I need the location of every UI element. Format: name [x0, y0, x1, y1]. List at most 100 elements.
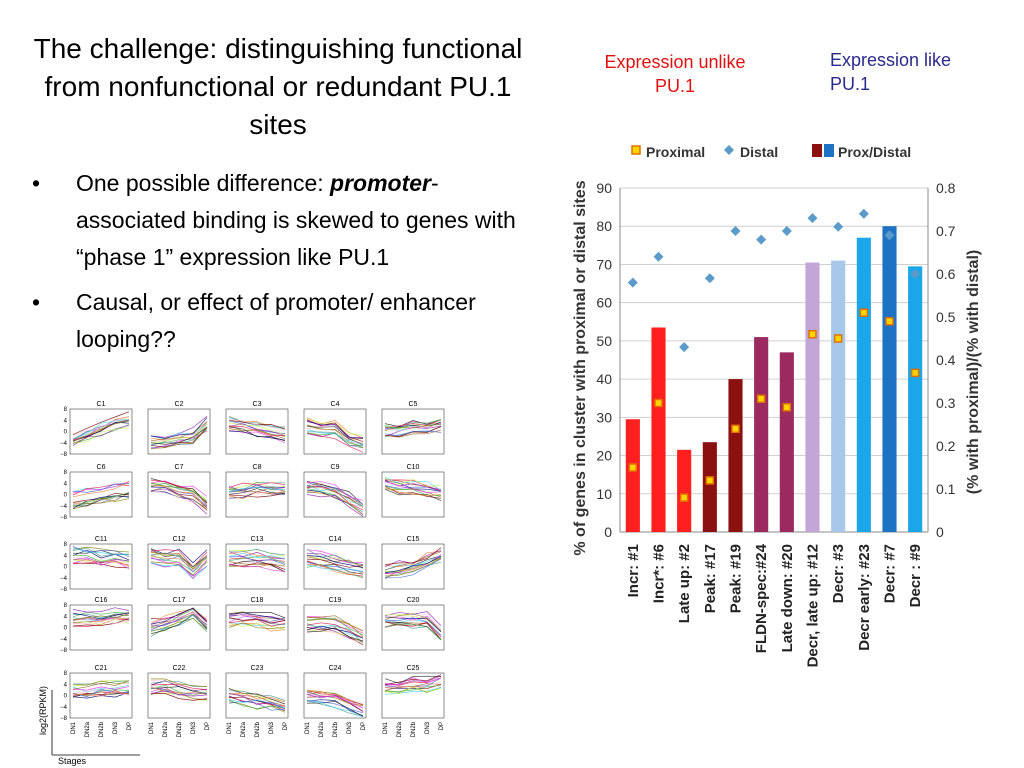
cluster-trace-line [306, 627, 364, 646]
cluster-trace-line [150, 684, 208, 690]
cluster-trace-line [384, 555, 442, 574]
cluster-plot-frame [381, 604, 445, 651]
cluster-trace-line [228, 549, 286, 556]
cluster-ytick-label: −8 [60, 515, 68, 521]
cluster-trace-line [72, 547, 130, 555]
cluster-trace-line [72, 549, 130, 561]
bullet-emphasis: promoter [330, 170, 431, 196]
cluster-trace-line [150, 548, 208, 564]
cluster-trace-line [72, 612, 130, 619]
cluster-trace-line [150, 416, 208, 438]
chart-distal-marker [756, 234, 767, 245]
chart-proximal-marker [731, 424, 740, 434]
chart-bar [625, 419, 640, 532]
chart-y2label: (% with proximal)/(% with distal) [965, 250, 982, 494]
cluster-trace-line [384, 426, 442, 437]
cluster-trace-line [150, 478, 208, 504]
cluster-trace-line [150, 486, 208, 511]
cluster-plot-title: C7 [175, 464, 184, 471]
cluster-trace-line [151, 693, 208, 701]
cluster-trace-line [306, 555, 364, 568]
cluster-trace-line [384, 480, 442, 493]
cluster-trace-line [306, 617, 364, 636]
cluster-trace-line [228, 561, 286, 567]
chart-y2tick-label: 0.6 [936, 266, 956, 282]
cluster-ytick-label: 8 [64, 671, 68, 677]
slide-title: The challenge: distinguishing functional… [33, 33, 523, 140]
cluster-ytick-label: −4 [60, 504, 68, 510]
cluster-trace-line [228, 556, 286, 564]
cluster-trace-line [384, 617, 442, 636]
legend-prox-distal-swatch-dark [812, 144, 822, 157]
chart-category-label: Incr*: #6 [651, 544, 668, 603]
cluster-trace-line [72, 419, 130, 444]
cluster-trace-line [306, 564, 364, 572]
cluster-trace-line [150, 686, 208, 694]
cluster-trace-line [72, 692, 130, 699]
cluster-trace-line [150, 618, 208, 632]
cluster-plot-16: C16 8 4 0 −4 −8 [60, 597, 133, 654]
cluster-plot-22: C22 DN1 DN2a DN2b DN3 DP [147, 665, 211, 737]
cluster-trace-line [228, 690, 286, 701]
chart-category-label: FLDN-spec:#24 [753, 543, 770, 653]
cluster-plot-frame [381, 543, 445, 590]
chart-category-label: Decr: #3 [830, 544, 847, 603]
cluster-trace-line [384, 419, 442, 427]
chart-proximal-marker [756, 394, 766, 403]
chart-bar [728, 379, 743, 532]
cluster-trace-line [228, 426, 286, 442]
cluster-xtick-label: DN3 [347, 721, 353, 734]
chart-category-label: Incr: #1 [625, 544, 642, 597]
cluster-plot-title: C6 [97, 464, 106, 471]
cluster-trace-line [306, 691, 364, 706]
cluster-plot-title: C12 [173, 536, 186, 543]
chart-proximal-marker [628, 463, 638, 472]
cluster-trace-line [384, 419, 442, 429]
cluster-trace-line [306, 699, 364, 717]
cluster-trace-line [72, 680, 130, 690]
cluster-trace-line [73, 680, 130, 685]
cluster-trace-line [228, 551, 286, 560]
cluster-trace-line [72, 495, 130, 509]
chart-ytick-label: 20 [596, 448, 612, 464]
cluster-trace-line [150, 689, 208, 700]
chart-legend: Proximal Distal Prox/Distal [631, 144, 911, 160]
cluster-xtick-label: DN1 [71, 721, 77, 734]
header-expression-like: Expression like PU.1 [830, 50, 952, 94]
chart-proximal-marker [885, 317, 894, 326]
cluster-plot-title: C20 [407, 597, 420, 604]
cluster-plot-7: C7 [147, 464, 211, 518]
chart-ytick-label: 60 [596, 295, 612, 311]
cluster-trace-line [228, 692, 286, 703]
chart-bar [779, 352, 794, 532]
cluster-plot-19: C19 [303, 597, 367, 651]
cluster-trace-line [150, 607, 208, 622]
chart-distal-marker [679, 342, 690, 353]
cluster-ytick-label: 8 [64, 542, 68, 548]
cluster-trace-line [150, 427, 208, 445]
cluster-plot-13: C13 [225, 536, 289, 590]
cluster-ytick-label: −4 [60, 637, 68, 643]
chart-ytick-label: 0 [604, 524, 612, 540]
cluster-trace-line [72, 492, 130, 507]
cluster-trace-line [228, 423, 286, 437]
chart-ytick-label: 70 [596, 256, 612, 272]
cluster-trace-line [384, 683, 442, 690]
cluster-trace-line [384, 558, 442, 579]
cluster-plot-title: C13 [251, 536, 264, 543]
cluster-trace-line [306, 432, 364, 447]
cluster-xtick-label: DP [439, 722, 445, 730]
legend-proximal-swatch [631, 145, 641, 155]
cluster-trace-line [384, 550, 442, 568]
chart-distal-marker [730, 226, 741, 236]
cluster-trace-line [228, 422, 286, 436]
cluster-trace-line [228, 693, 286, 707]
cluster-trace-line [150, 557, 208, 579]
chart-ytick-label: 30 [596, 409, 612, 425]
chart-distal-marker [858, 208, 869, 219]
cluster-trace-line [72, 557, 130, 564]
cluster-trace-line [228, 492, 286, 498]
cluster-trace-line [384, 686, 442, 695]
cluster-trace-line [306, 426, 364, 445]
cluster-trace-line [150, 611, 208, 628]
